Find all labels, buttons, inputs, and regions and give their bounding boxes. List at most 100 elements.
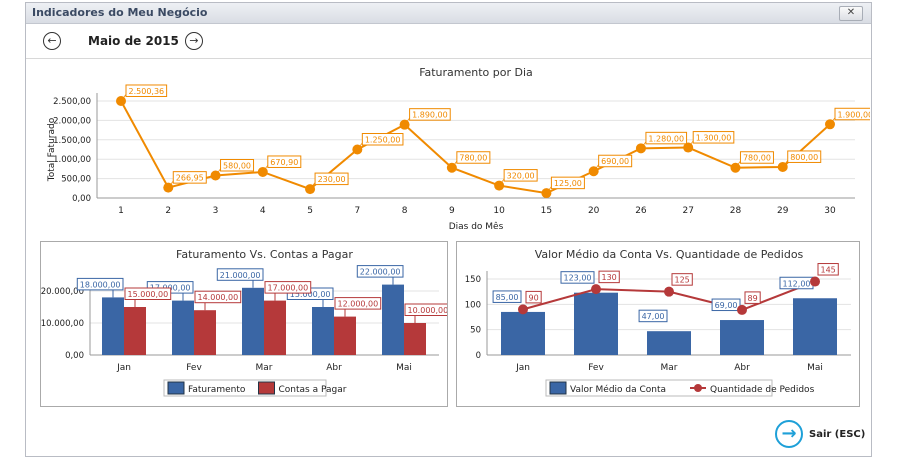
revenue-vs-payables-panel: Faturamento Vs. Contas a Pagar 0,00 10.000… <box>40 241 452 407</box>
data-label: 112,00 <box>783 279 811 288</box>
x-tick-label: 8 <box>402 206 408 216</box>
data-label: 320,00 <box>507 172 535 181</box>
legend-swatch-icon <box>258 381 275 395</box>
data-point <box>210 170 221 181</box>
data-label: 21.000,00 <box>220 271 261 280</box>
close-button[interactable]: ✕ <box>839 6 863 21</box>
data-label: 266,95 <box>176 174 204 183</box>
y-tick-label: 1.500,00 <box>53 136 91 146</box>
data-point <box>352 144 363 155</box>
y-tick-label: 10.000,00 <box>41 319 84 329</box>
data-point <box>683 142 694 153</box>
data-label-box <box>334 297 382 310</box>
bar-avg-ticket <box>793 298 837 355</box>
data-label-box <box>598 154 633 168</box>
bar-avg-ticket <box>720 320 764 355</box>
data-label: 17.000,00 <box>268 284 309 293</box>
x-tick-label: Mai <box>396 363 412 373</box>
x-tick-label: 5 <box>307 206 313 216</box>
data-point <box>635 143 646 154</box>
data-label-box <box>744 291 761 304</box>
x-tick-label: Fev <box>588 363 604 373</box>
data-label: 1.280,00 <box>648 134 684 143</box>
next-month-button[interactable]: → <box>185 32 203 50</box>
x-tick-label: 20 <box>588 206 600 216</box>
data-point <box>810 276 820 287</box>
y-tick-label: 150 <box>465 275 481 285</box>
prev-month-button[interactable]: ← <box>43 32 61 50</box>
x-tick-label: 26 <box>635 206 647 216</box>
y-tick-label: 100 <box>465 300 481 310</box>
x-tick-label: 29 <box>777 206 789 216</box>
y-axis-title: Total Faturado <box>47 117 57 182</box>
data-label-box <box>125 84 168 97</box>
y-tick-label: 1.000,00 <box>53 155 91 165</box>
data-label-box <box>598 270 620 284</box>
data-point <box>588 166 599 177</box>
legend-swatch-icon <box>549 381 567 395</box>
data-label: 18.000,00 <box>80 280 121 289</box>
data-point <box>116 95 126 106</box>
bar-payables <box>194 310 216 355</box>
bar-revenue <box>172 300 194 355</box>
data-label: 15.000,00 <box>128 290 169 299</box>
legend-entry: Valor Médio da Conta <box>570 384 666 395</box>
x-tick-label: Fev <box>186 363 202 373</box>
data-label-box <box>711 298 741 312</box>
x-tick-label: Jan <box>515 363 530 373</box>
x-tick-label: Mar <box>661 363 678 373</box>
data-label-box <box>267 155 302 168</box>
x-tick-label: 7 <box>354 206 360 216</box>
data-label-box <box>503 169 538 182</box>
data-label-box <box>361 133 404 146</box>
data-label-box <box>124 287 172 300</box>
data-point <box>494 180 505 191</box>
data-label: 2.500,36 <box>129 87 165 96</box>
data-label-box <box>314 172 349 186</box>
legend-entry: Quantidade de Pedidos <box>710 385 815 395</box>
x-tick-label: Mar <box>256 363 273 373</box>
data-label: 780,00 <box>743 154 771 163</box>
data-label: 69,00 <box>715 301 738 310</box>
chart-title: Faturamento Vs. Contas a Pagar <box>176 248 353 261</box>
data-label: 47,00 <box>642 312 665 321</box>
data-label-box <box>671 273 693 286</box>
data-label: 22.000,00 <box>360 268 401 277</box>
y-tick-label: 500,00 <box>61 175 91 185</box>
data-label: 15.000,00 <box>290 290 331 299</box>
data-label: 125 <box>675 276 690 285</box>
bar-revenue <box>312 307 334 355</box>
data-label-box <box>638 309 668 323</box>
x-tick-label: 4 <box>260 206 266 216</box>
bar-payables <box>404 323 426 355</box>
data-label-box <box>739 151 774 164</box>
title-bar: Indicadores do Meu Negócio <box>26 3 871 24</box>
revenue-line <box>120 100 831 195</box>
data-label-box <box>787 150 822 163</box>
data-label: 123,00 <box>564 274 592 283</box>
data-label-box <box>456 151 491 164</box>
exit-button[interactable]: → Sair (ESC) <box>775 420 865 448</box>
bar-avg-ticket <box>647 331 691 355</box>
daily-revenue-chart: Faturamento por Dia 0,00 500,00 1.000,00 1.5… <box>47 66 870 232</box>
x-tick-label: 27 <box>682 206 693 216</box>
y-tick-label: 2.000,00 <box>53 116 91 126</box>
data-label: 12.000,00 <box>338 300 379 309</box>
data-label: 125,00 <box>554 179 582 188</box>
x-tick-label: 1 <box>118 206 124 216</box>
data-label-box <box>834 107 870 121</box>
data-label-box <box>525 290 542 304</box>
data-label-box <box>194 290 242 304</box>
window-title: Indicadores do Meu Negócio <box>32 6 208 19</box>
data-label: 1.300,00 <box>696 134 732 143</box>
data-label-box <box>692 131 735 144</box>
legend-entry: Faturamento <box>188 385 246 395</box>
x-tick-label: 15 <box>541 206 552 216</box>
legend-entry: Contas a Pagar <box>279 385 347 395</box>
data-point <box>664 286 674 297</box>
data-label-box <box>216 268 264 281</box>
x-tick-label: 9 <box>449 206 455 216</box>
data-label-box <box>172 171 207 184</box>
data-label: 14.000,00 <box>198 293 239 302</box>
legend <box>545 379 773 397</box>
